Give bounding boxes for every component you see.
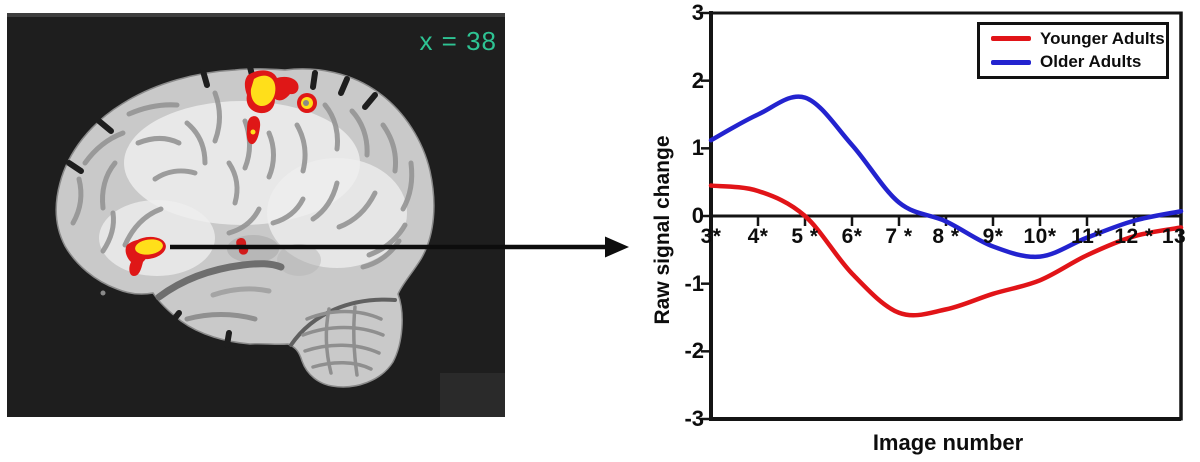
sulci-lines [70, 90, 415, 322]
y-tick-label: 1 [691, 135, 704, 161]
y-axis-title: Raw signal change [651, 135, 674, 325]
legend-line-younger-adults [991, 36, 1031, 42]
speck-artifact [100, 290, 106, 296]
series-curve-older-adults [708, 94, 1184, 260]
x-tick-label: 12 * [1114, 225, 1154, 248]
x-tick-label: 11* [1071, 225, 1103, 248]
x-tick-label: 9* [982, 225, 1004, 248]
x-tick-label: 13 [1161, 225, 1187, 248]
brain-mri-panel: x = 38 [7, 13, 505, 417]
cerebellum-striations [301, 305, 385, 377]
x-tick-label: 6* [841, 225, 863, 248]
connector-arrow [170, 236, 629, 258]
activation-streak [246, 116, 261, 145]
white-matter-highlight [99, 101, 407, 276]
data-curves [708, 94, 1184, 318]
x-axis-title: Image number [872, 430, 1024, 455]
x-tick-label: 5 * [791, 225, 819, 248]
legend-label-older-adults: Older Adults [1040, 52, 1142, 72]
panel-scan-artifact [440, 373, 505, 417]
series-curve-younger-adults [708, 183, 1184, 318]
activation-cluster-superior [244, 70, 317, 114]
x-tick-label: 4* [747, 225, 769, 248]
y-tick-label: -2 [684, 338, 704, 364]
y-tick-label: 2 [691, 67, 704, 93]
y-tick-label: -1 [684, 270, 704, 296]
legend-label-younger-adults: Younger Adults [1040, 28, 1165, 48]
panel-top-strip [7, 13, 505, 17]
y-tick-label: 3 [691, 0, 704, 25]
tick-marks [701, 11, 1183, 421]
x-tick-label: 3* [700, 225, 722, 248]
legend-line-older-adults [991, 59, 1031, 65]
cerebellum-boundary [289, 297, 397, 347]
activation-cluster-inferior-frontal [125, 236, 166, 276]
sylvian-fissure [155, 260, 285, 301]
brain-sagittal-image [7, 13, 505, 417]
legend-item-younger-adults: Younger Adults [980, 29, 1166, 49]
x-tick-label: 8 * [932, 225, 960, 248]
legend-item-older-adults: Older Adults [980, 52, 1166, 72]
y-tick-label: -3 [684, 406, 704, 431]
legend: Younger Adults Older Adults [977, 22, 1169, 79]
gyri-notches [66, 64, 378, 348]
slice-coordinate-label: x = 38 [419, 26, 497, 56]
x-tick-label: 7 * [885, 225, 913, 248]
x-tick-label: 10* [1023, 225, 1057, 248]
y-tick-label: 0 [691, 203, 704, 228]
